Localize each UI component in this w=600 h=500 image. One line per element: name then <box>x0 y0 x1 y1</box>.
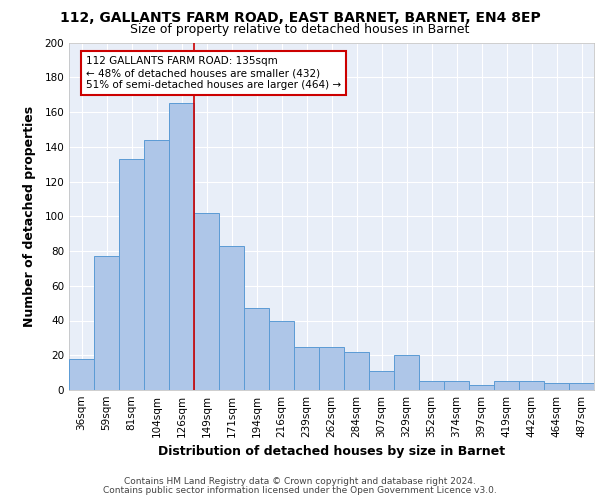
Bar <box>219 246 244 390</box>
Text: Size of property relative to detached houses in Barnet: Size of property relative to detached ho… <box>130 22 470 36</box>
Bar <box>144 140 169 390</box>
Bar <box>369 371 394 390</box>
Bar <box>544 383 569 390</box>
Bar <box>519 382 544 390</box>
Bar <box>394 355 419 390</box>
Bar <box>319 346 344 390</box>
Bar <box>494 382 519 390</box>
X-axis label: Distribution of detached houses by size in Barnet: Distribution of detached houses by size … <box>158 446 505 458</box>
Bar <box>294 346 319 390</box>
Bar <box>244 308 269 390</box>
Text: 112 GALLANTS FARM ROAD: 135sqm
← 48% of detached houses are smaller (432)
51% of: 112 GALLANTS FARM ROAD: 135sqm ← 48% of … <box>86 56 341 90</box>
Bar <box>569 383 594 390</box>
Bar <box>119 159 144 390</box>
Bar <box>344 352 369 390</box>
Bar <box>269 320 294 390</box>
Bar <box>444 382 469 390</box>
Bar <box>194 213 219 390</box>
Text: 112, GALLANTS FARM ROAD, EAST BARNET, BARNET, EN4 8EP: 112, GALLANTS FARM ROAD, EAST BARNET, BA… <box>59 11 541 25</box>
Bar <box>419 382 444 390</box>
Bar <box>69 358 94 390</box>
Text: Contains public sector information licensed under the Open Government Licence v3: Contains public sector information licen… <box>103 486 497 495</box>
Bar <box>169 104 194 390</box>
Bar <box>94 256 119 390</box>
Bar <box>469 385 494 390</box>
Y-axis label: Number of detached properties: Number of detached properties <box>23 106 36 327</box>
Text: Contains HM Land Registry data © Crown copyright and database right 2024.: Contains HM Land Registry data © Crown c… <box>124 477 476 486</box>
